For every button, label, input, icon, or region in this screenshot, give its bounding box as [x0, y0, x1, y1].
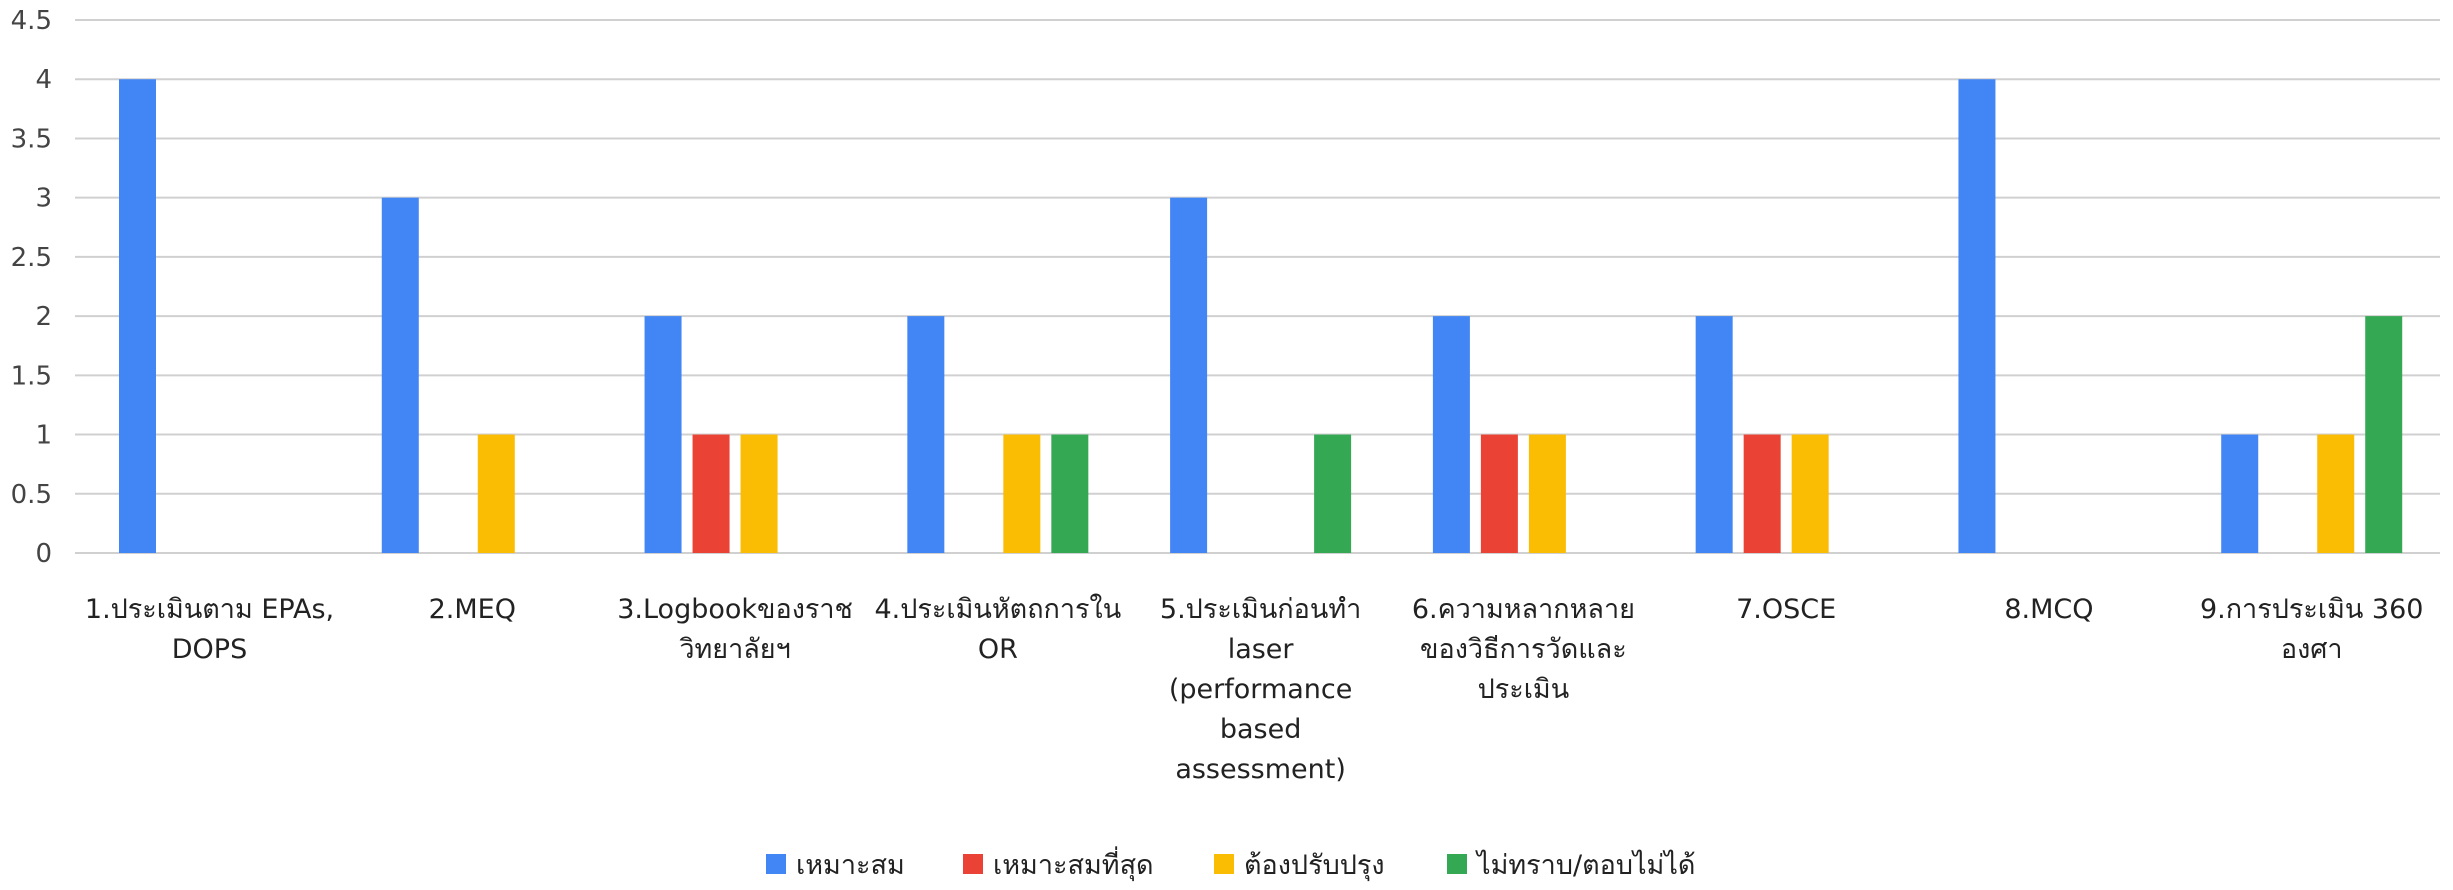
x-category-label: 7.OSCE [1736, 594, 1836, 625]
x-category-label: ของวิธีการวัดและ [1420, 634, 1627, 665]
bar-7-series-2 [1743, 434, 1781, 553]
x-category-label: 8.MCQ [2004, 594, 2093, 625]
legend-swatch-1 [766, 854, 786, 874]
bar-6-series-3 [1528, 434, 1566, 553]
bar-5-series-1 [1170, 197, 1208, 553]
bar-3-series-2 [692, 434, 730, 553]
x-category-label: DOPS [172, 634, 247, 665]
legend: เหมาะสม เหมาะสมที่สุด ต้องปรับปรุง ไม่ทราบ/… [766, 846, 1695, 882]
bar-7-series-3 [1791, 434, 1829, 553]
y-tick-label: 3.5 [11, 124, 52, 154]
gridlines [75, 19, 2440, 554]
x-axis-category-labels: 1.ประเมินตาม EPAs, DOPS 2.MEQ 3.Logbookของร… [85, 593, 2424, 785]
bar-7-series-1 [1695, 316, 1733, 553]
x-category-label: 9.การประเมิน 360 [2200, 594, 2424, 625]
x-category-label: วิทยาลัยฯ [679, 634, 790, 665]
bar-4-series-3 [1003, 434, 1041, 553]
legend-swatch-2 [963, 854, 983, 874]
x-category-label: องศา [2281, 634, 2343, 665]
bar-2-series-1 [381, 197, 419, 553]
y-tick-label: 3 [35, 184, 52, 214]
x-category-label: ประเมิน [1478, 674, 1570, 705]
legend-label-3: ต้องปรับปรุง [1244, 850, 1385, 882]
x-category-label: 5.ประเมินก่อนทำ [1160, 594, 1361, 625]
bar-9-series-3 [2317, 434, 2355, 553]
bar-5-series-4 [1314, 434, 1352, 553]
x-category-label: 1.ประเมินตาม EPAs, [85, 594, 334, 625]
bar-4-series-1 [907, 316, 945, 553]
legend-swatch-4 [1447, 854, 1467, 874]
y-tick-label: 2 [35, 302, 52, 332]
legend-label-1: เหมาะสม [796, 850, 905, 881]
y-tick-label: 0 [35, 539, 52, 569]
bar-2-series-3 [477, 434, 515, 553]
x-category-label: 2.MEQ [429, 594, 516, 625]
x-category-label: laser [1228, 634, 1295, 665]
y-tick-label: 1.5 [11, 361, 52, 391]
y-tick-label: 1 [35, 421, 52, 451]
y-axis-tick-labels: 0 0.5 1 1.5 2 2.5 3 3.5 4 4.5 [11, 6, 52, 569]
x-category-label: 6.ความหลากหลาย [1412, 594, 1635, 625]
bar-4-series-4 [1051, 434, 1089, 553]
bar-3-series-3 [740, 434, 778, 553]
x-category-label: (performance [1169, 674, 1352, 705]
x-category-label: OR [978, 634, 1018, 665]
y-tick-label: 2.5 [11, 243, 52, 273]
legend-label-4: ไม่ทราบ/ตอบไม่ได้ [1475, 850, 1695, 881]
bar-9-series-4 [2365, 316, 2403, 553]
bar-6-series-2 [1480, 434, 1518, 553]
legend-label-2: เหมาะสมที่สุด [993, 846, 1154, 882]
x-category-label: 3.Logbookของราช [617, 594, 853, 625]
y-tick-label: 4.5 [11, 6, 52, 36]
bar-3-series-1 [644, 316, 682, 553]
bar-6-series-1 [1432, 316, 1470, 553]
bars [119, 79, 2403, 553]
x-category-label: assessment) [1175, 754, 1346, 785]
bar-8-series-1 [1958, 79, 1996, 553]
y-tick-label: 4 [35, 65, 52, 95]
legend-swatch-3 [1214, 854, 1234, 874]
y-tick-label: 0.5 [11, 480, 52, 510]
bar-1-series-1 [119, 79, 156, 553]
bar-9-series-1 [2221, 434, 2259, 553]
x-category-label: 4.ประเมินหัตถการใน [874, 593, 1121, 625]
x-category-label: based [1220, 714, 1302, 745]
